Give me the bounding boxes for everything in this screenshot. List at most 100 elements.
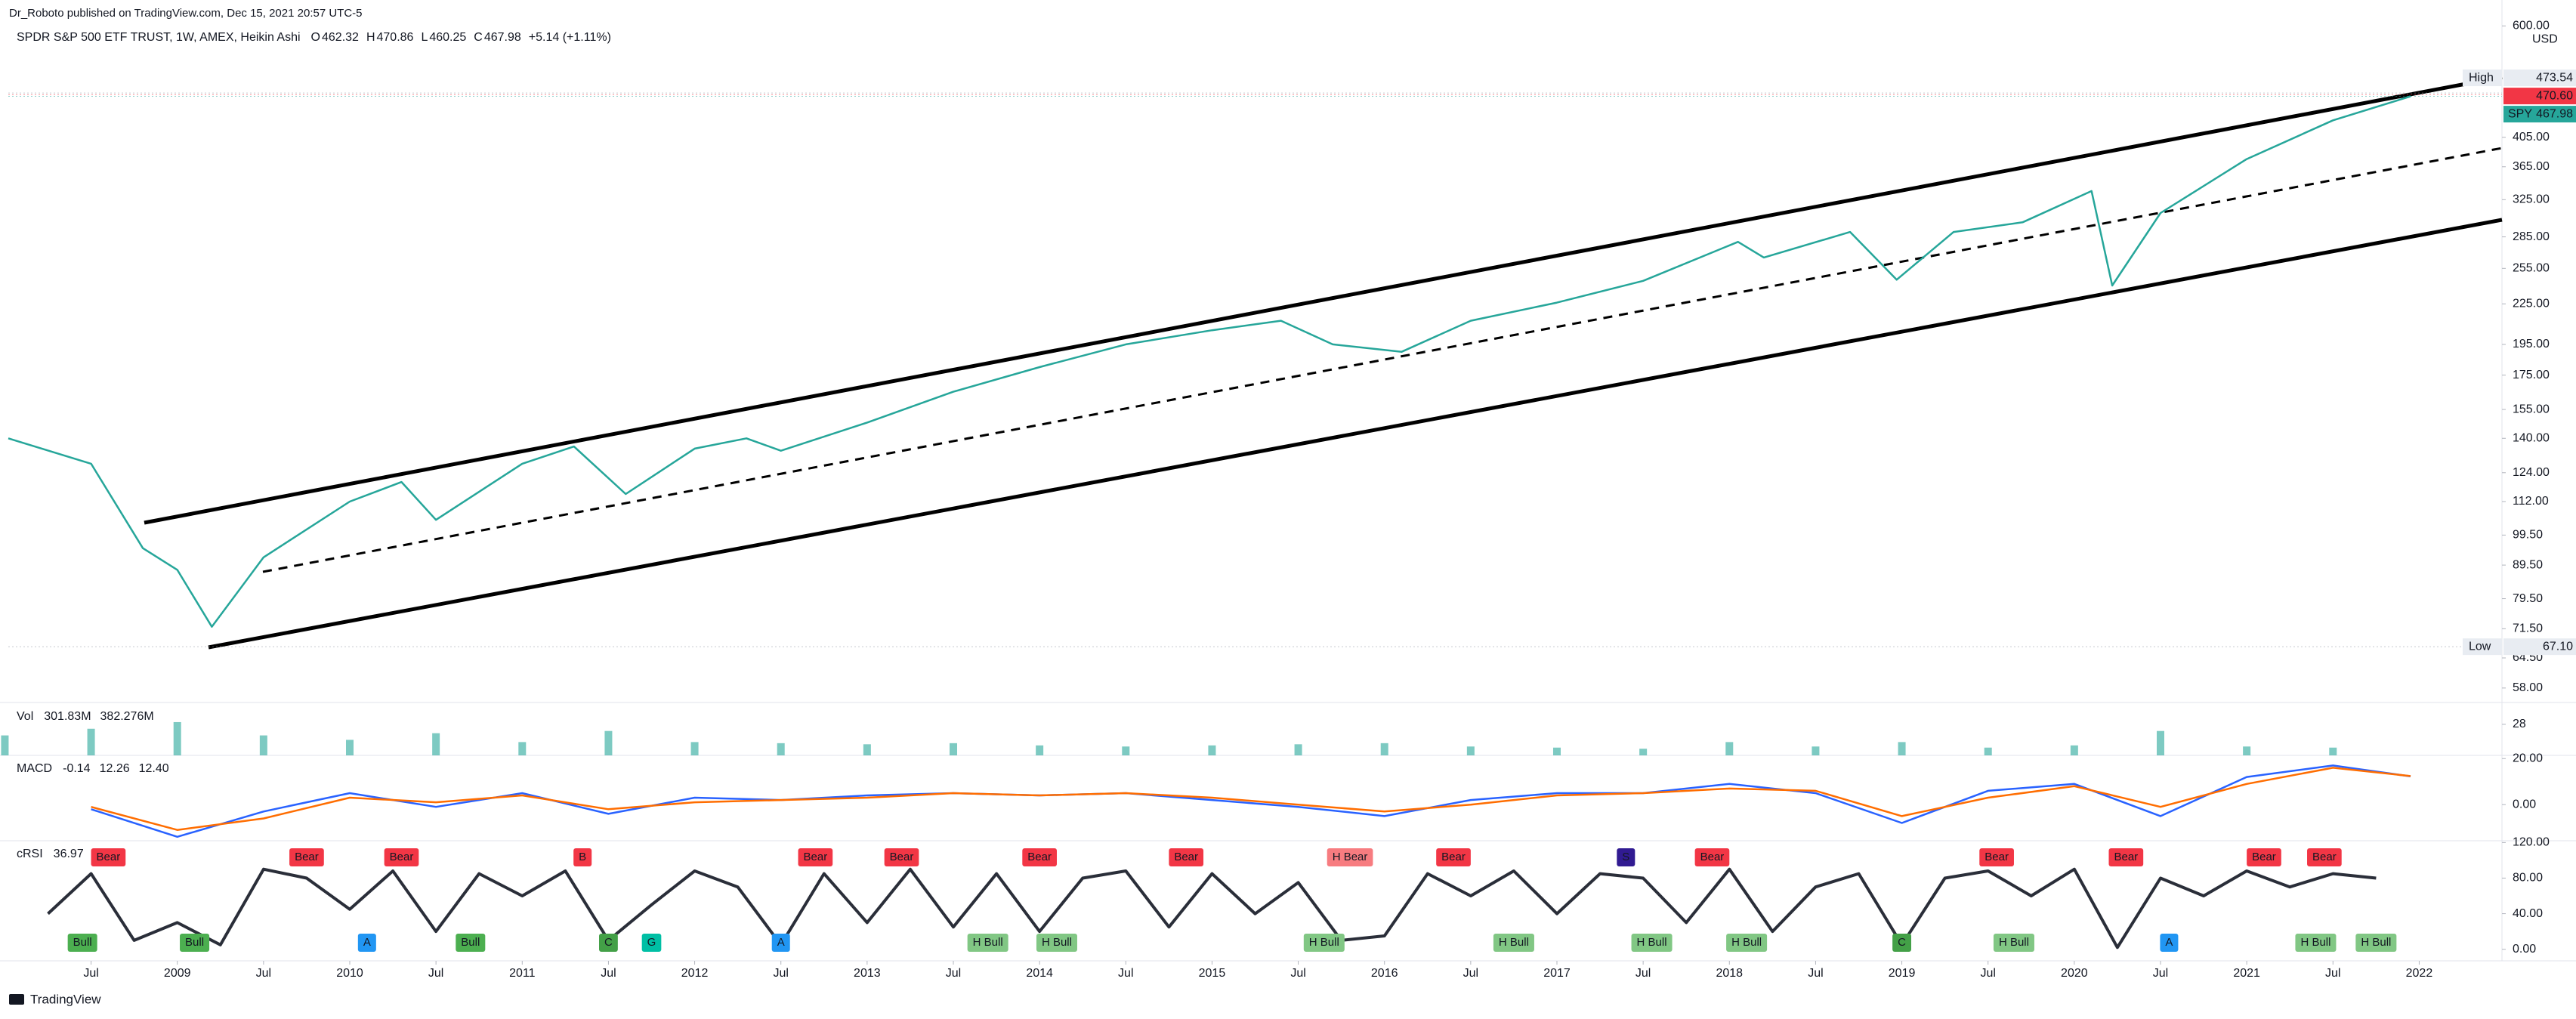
- price-marker-label: High: [2469, 71, 2494, 84]
- x-tick-label: Jul: [773, 967, 788, 980]
- legend-value: 301.83M: [44, 710, 91, 723]
- signal-box: [1993, 934, 2034, 952]
- signal-box: [1979, 848, 2014, 866]
- price-marker-box: [2503, 638, 2576, 656]
- ohlc-label: C: [474, 31, 483, 44]
- x-tick-label: 2018: [1716, 967, 1743, 980]
- signal-box: [641, 934, 662, 952]
- y-tick-label: 58.00: [2513, 681, 2543, 694]
- volume-bar: [604, 730, 613, 755]
- x-tick-label: 2022: [2406, 967, 2433, 980]
- signal-box: [1493, 934, 1534, 952]
- legend-value: -0.14: [63, 762, 91, 775]
- ohlc-value: 460.25: [429, 31, 466, 44]
- volume-bar: [863, 744, 871, 755]
- y-tick-label: 140.00: [2513, 431, 2550, 444]
- volume-bar: [2329, 747, 2337, 755]
- legend-value: 382.276M: [100, 710, 154, 723]
- signal-label: H Bull: [973, 936, 1003, 949]
- signal-label: H Bull: [1731, 936, 1762, 949]
- change: +5.14 (+1.11%): [529, 31, 611, 44]
- price-marker-box: [2503, 106, 2576, 123]
- signal-label: A: [363, 936, 371, 949]
- x-tick-label: 2011: [509, 967, 536, 980]
- series-line: [8, 95, 2411, 628]
- signal-label: H Bull: [1999, 936, 2029, 949]
- price-marker-value: 473.54: [2536, 71, 2573, 84]
- signal-box: [357, 934, 376, 952]
- price-marker-tag: [2463, 69, 2502, 87]
- y-tick-label: 20.00: [2513, 752, 2543, 764]
- publisher: Dr_Roboto published on TradingView.com, …: [9, 7, 363, 20]
- signal-box: [1303, 934, 1345, 952]
- signal-label: Bear: [2114, 851, 2138, 863]
- x-tick-label: 2010: [336, 967, 363, 980]
- x-tick-label: Jul: [1118, 967, 1133, 980]
- volume-bar: [2070, 745, 2078, 755]
- volume-bar: [1208, 745, 1216, 755]
- y-tick-label: 600.00: [2513, 20, 2550, 32]
- volume-bar: [1122, 746, 1130, 755]
- price-marker-label: SPY: [2508, 107, 2532, 120]
- x-tick-label: 2012: [681, 967, 709, 980]
- signal-box: [2295, 934, 2337, 952]
- legend-value: 36.97: [54, 848, 84, 860]
- ohlc-value: 462.32: [322, 31, 359, 44]
- ohlc-value: 470.86: [377, 31, 414, 44]
- volume-bar: [259, 735, 267, 755]
- y-tick-label: 195.00: [2513, 338, 2550, 350]
- x-tick-label: 2017: [1543, 967, 1571, 980]
- signal-label: G: [647, 936, 656, 949]
- volume-bar: [2156, 730, 2164, 755]
- y-tick-label: 175.00: [2513, 369, 2550, 381]
- signal-label: Bear: [1027, 851, 1052, 863]
- signal-box: [2247, 848, 2281, 866]
- series-line: [91, 764, 2411, 838]
- signal-label: H Bull: [1637, 936, 1667, 949]
- legend-value: 12.26: [100, 762, 130, 775]
- price-marker-tag: [2463, 638, 2502, 656]
- signal-box: [2355, 934, 2397, 952]
- volume-bar: [1639, 749, 1648, 755]
- x-tick-label: Jul: [1980, 967, 1995, 980]
- signal-label: Bear: [890, 851, 914, 863]
- volume-bar: [518, 742, 527, 755]
- signal-label: A: [2165, 936, 2173, 949]
- volume-bar: [1380, 743, 1388, 755]
- y-tick-label: 71.50: [2513, 622, 2543, 635]
- y-tick-label: 155.00: [2513, 403, 2550, 415]
- signal-box: [771, 934, 790, 952]
- channel-lower: [208, 218, 2503, 650]
- signal-label: H Bear: [1333, 851, 1368, 863]
- pane-title: Vol: [17, 710, 33, 723]
- signal-label: Bear: [97, 851, 121, 863]
- x-tick-label: Jul: [2325, 967, 2340, 980]
- signal-label: Bull: [461, 936, 480, 949]
- price-marker-value: 467.98: [2536, 107, 2573, 120]
- channel-upper: [144, 75, 2503, 525]
- x-tick-label: Jul: [601, 967, 616, 980]
- x-tick-label: Jul: [2153, 967, 2168, 980]
- y-tick-label: 28: [2513, 718, 2526, 730]
- ohlc-value: 467.98: [484, 31, 521, 44]
- volume-bar: [346, 740, 354, 755]
- signal-box: [2108, 848, 2144, 866]
- y-tick-label: 112.00: [2513, 495, 2549, 508]
- x-tick-label: Jul: [1635, 967, 1651, 980]
- volume-bar: [1812, 746, 1820, 755]
- volume-bar: [690, 742, 699, 755]
- signal-label: Bear: [1700, 851, 1725, 863]
- signal-box: [2307, 848, 2342, 866]
- y-tick-label: 40.00: [2513, 907, 2543, 920]
- volume-bar: [777, 743, 785, 755]
- signal-label: H Bull: [1499, 936, 1529, 949]
- signal-label: Bull: [185, 936, 204, 949]
- volume-bar: [2243, 746, 2251, 755]
- signal-box: [1022, 848, 1057, 866]
- signal-label: Bear: [1985, 851, 2009, 863]
- volume-bar: [1552, 747, 1561, 755]
- x-tick-label: 2015: [1199, 967, 1226, 980]
- series-line: [91, 767, 2411, 831]
- y-tick-label: 325.00: [2513, 193, 2550, 206]
